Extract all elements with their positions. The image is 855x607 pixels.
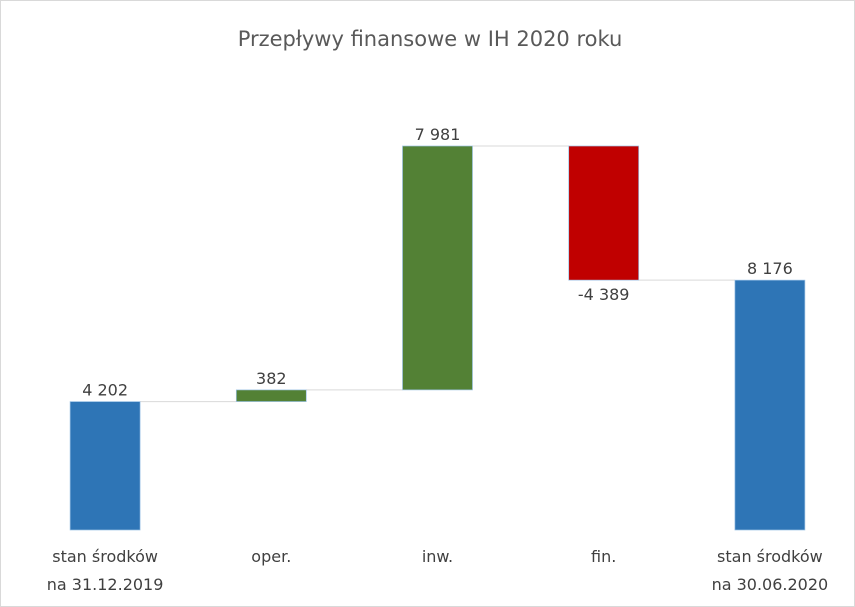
- x-tick-label: stan środków: [717, 547, 823, 566]
- data-label: 4 202: [82, 381, 128, 400]
- x-tick-label: stan środków: [52, 547, 158, 566]
- data-label: 7 981: [415, 125, 461, 144]
- bar: [568, 145, 640, 281]
- x-tick-label: oper.: [251, 547, 291, 566]
- bar: [734, 279, 806, 531]
- x-tick-label: na 31.12.2019: [47, 575, 164, 594]
- x-tick-label: na 30.06.2020: [712, 575, 829, 594]
- bar: [402, 145, 473, 391]
- chart-title: Przepływy finansowe w IH 2020 roku: [238, 27, 623, 51]
- data-label: 382: [256, 369, 287, 388]
- x-tick-label: fin.: [591, 547, 616, 566]
- bar: [69, 401, 141, 531]
- x-tick-label: inw.: [422, 547, 453, 566]
- bar: [235, 389, 307, 402]
- data-label: 8 176: [747, 259, 793, 278]
- data-label: -4 389: [578, 285, 630, 304]
